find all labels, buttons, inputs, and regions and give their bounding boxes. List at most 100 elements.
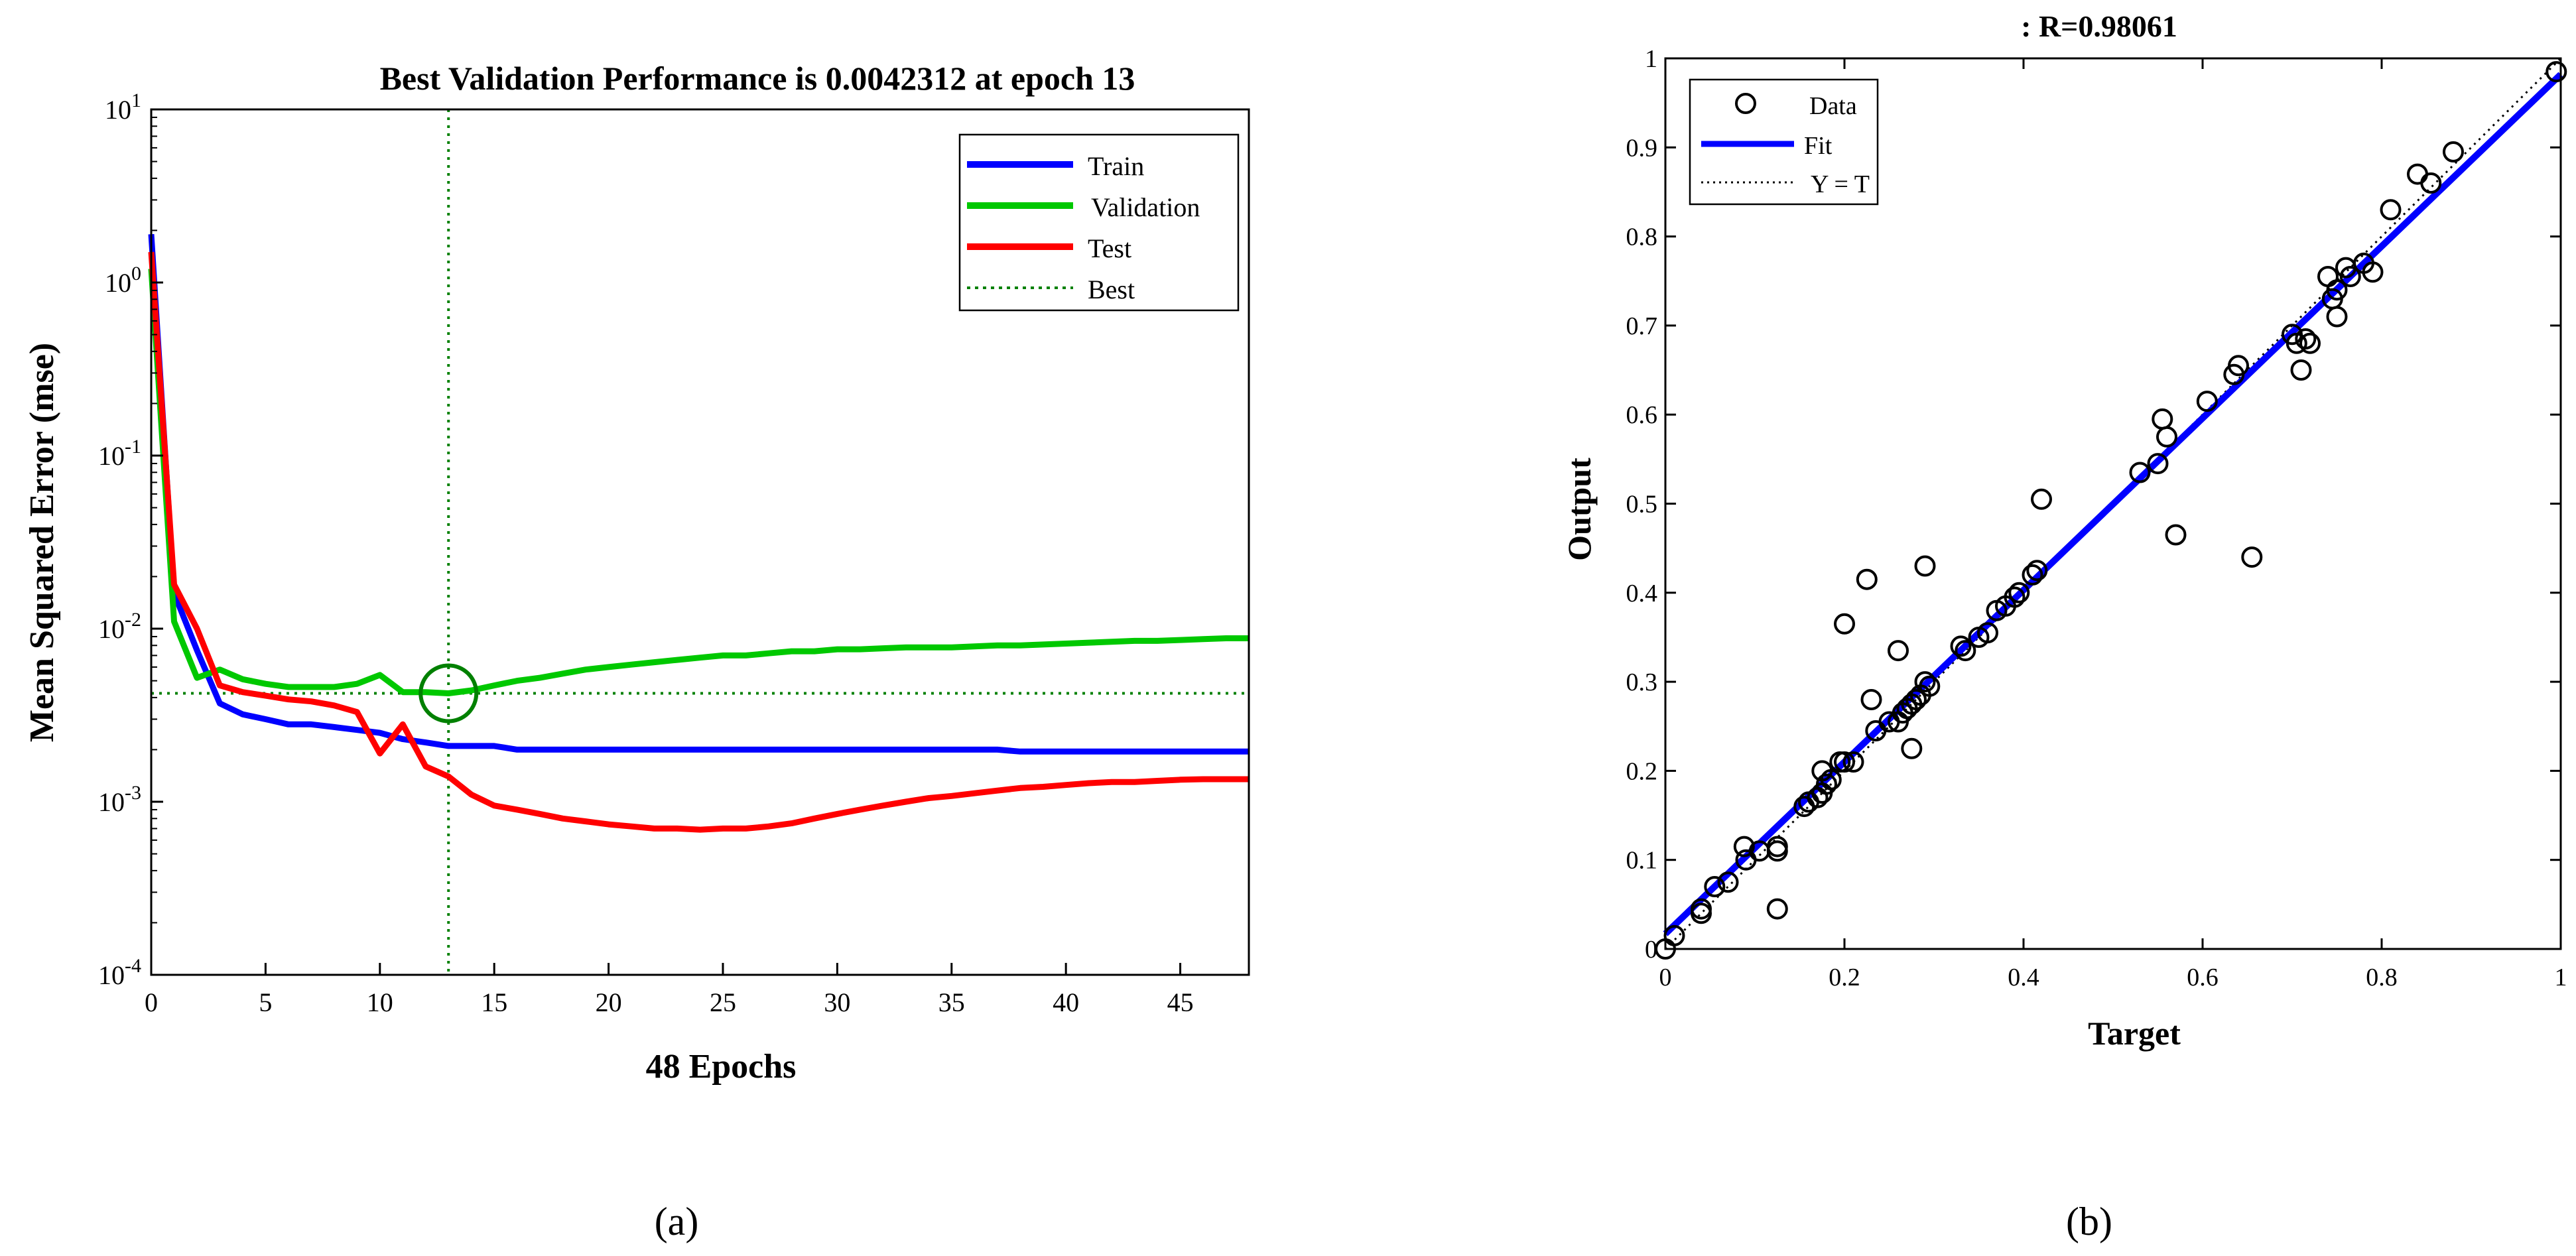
data-point xyxy=(2022,564,2043,586)
data-point xyxy=(2008,582,2030,603)
legend-label-test: Test xyxy=(1088,233,1131,263)
data-point xyxy=(1834,613,1855,635)
data-point xyxy=(2443,141,2464,162)
chart-b-title: : R=0.98061 xyxy=(2021,9,2177,43)
y-axis-label-b: Output xyxy=(1561,458,1598,561)
legend-label-best: Best xyxy=(1088,275,1135,304)
data-points xyxy=(1655,61,2567,960)
data-point xyxy=(2228,355,2249,377)
x-tick-label: 10 xyxy=(367,987,393,1017)
data-point xyxy=(2362,261,2384,283)
y-tick-label: 100 xyxy=(105,263,141,298)
data-point xyxy=(2326,306,2348,328)
y-tick-label: 0.3 xyxy=(1626,668,1658,696)
data-point xyxy=(1888,640,1909,662)
data-point xyxy=(1860,689,1882,710)
data-point xyxy=(2299,332,2321,354)
legend-label-train: Train xyxy=(1088,151,1144,181)
y-tick-label: 0.4 xyxy=(1626,580,1658,607)
series-line-test xyxy=(148,251,1249,833)
data-point xyxy=(2156,426,2177,448)
data-point xyxy=(2196,391,2218,412)
legend-label-yt: Y = T xyxy=(1811,170,1870,198)
x-tick-label: 45 xyxy=(1167,987,1194,1017)
y-tick-label: 0.5 xyxy=(1626,491,1658,519)
data-point xyxy=(2545,61,2567,83)
data-point xyxy=(1766,836,1788,857)
x-axis-label-b: Target xyxy=(2088,1015,2181,1052)
fit-lines xyxy=(1663,57,2563,950)
x-tick-label: 0.2 xyxy=(1829,964,1860,991)
x-tick-label: 0.8 xyxy=(2366,964,2398,991)
y-axis-ticks-b: 0 0.1 0.2 0.3 0.4 0.5 0.6 0.7 0.8 0.9 1 xyxy=(1626,45,2561,964)
x-tick-label: 5 xyxy=(259,987,272,1017)
best-point-marker xyxy=(419,663,479,723)
data-point xyxy=(2295,328,2317,349)
data-point xyxy=(1811,760,1833,782)
data-point xyxy=(1914,555,1936,577)
x-tick-label: 40 xyxy=(1053,987,1079,1017)
data-point xyxy=(1691,898,1712,920)
data-point xyxy=(2290,359,2312,381)
x-tick-label: 0.4 xyxy=(2008,964,2039,991)
legend-swatch-data xyxy=(1735,93,1756,114)
x-tick-label: 0 xyxy=(145,987,158,1017)
y-tick-label: 0.2 xyxy=(1626,757,1658,785)
x-tick-label: 30 xyxy=(824,987,850,1017)
y-axis-ticks-a: 10-4 10-3 10-2 10-1 100 101 xyxy=(98,90,163,990)
y-tick-label: 0.1 xyxy=(1626,847,1658,875)
data-point xyxy=(1834,751,1855,773)
series-lines xyxy=(148,233,1249,833)
data-point xyxy=(1704,876,1726,897)
x-tick-label: 20 xyxy=(596,987,622,1017)
x-tick-label: 0 xyxy=(1659,964,1672,991)
performance-chart: Best Validation Performance is 0.0042312… xyxy=(23,60,1250,1243)
x-tick-label: 35 xyxy=(938,987,965,1017)
data-point xyxy=(1842,751,1864,773)
data-point xyxy=(1914,671,1936,693)
x-axis-ticks-b: 0 0.2 0.4 0.6 0.8 1 xyxy=(1659,58,2567,991)
data-point xyxy=(2026,560,2048,582)
legend-a: Train Validation Test Best xyxy=(958,133,1240,312)
x-axis-label-a: 48 Epochs xyxy=(646,1048,797,1086)
data-point xyxy=(1766,840,1788,862)
data-point xyxy=(1691,903,1712,924)
data-point xyxy=(2339,266,2361,287)
y-tick-label: 10-4 xyxy=(98,955,141,990)
data-point xyxy=(2407,163,2428,185)
series-line-validation xyxy=(148,269,1249,696)
panel-label-a: (a) xyxy=(655,1200,699,1243)
legend-label-validation: Validation xyxy=(1091,192,1200,222)
data-point xyxy=(1919,675,1941,697)
regression-chart: : R=0.98061 0 0.2 0.4 0.6 0.8 1 0 0.1 0.2 0.3 0.4… xyxy=(1561,9,2567,1243)
y-tick-label: 0.8 xyxy=(1626,223,1658,251)
y-tick-label: 101 xyxy=(105,90,141,125)
legend-label-data: Data xyxy=(1809,92,1857,120)
x-tick-label: 15 xyxy=(481,987,507,1017)
data-point xyxy=(2165,524,2187,546)
x-tick-label: 1 xyxy=(2555,964,2567,991)
data-point xyxy=(1950,635,1972,657)
data-point xyxy=(2147,453,2169,475)
data-point xyxy=(2380,199,2402,221)
data-point xyxy=(2420,172,2442,194)
data-point xyxy=(1766,898,1788,920)
data-point xyxy=(2031,488,2052,510)
data-point xyxy=(1816,773,1837,795)
chart-a-title: Best Validation Performance is 0.0042312… xyxy=(380,60,1135,97)
y-tick-label: 10-2 xyxy=(98,609,141,644)
data-point xyxy=(2152,408,2173,430)
data-point xyxy=(1717,871,1739,893)
legend-b: Data Fit Y = T xyxy=(1689,78,1879,206)
legend-label-fit: Fit xyxy=(1804,132,1833,160)
x-tick-label: 0.6 xyxy=(2187,964,2219,991)
fit-line xyxy=(1663,72,2563,936)
series-line-train xyxy=(148,233,1249,755)
y-tick-label: 0.6 xyxy=(1626,401,1658,429)
data-point xyxy=(2317,266,2339,287)
x-tick-label: 25 xyxy=(710,987,736,1017)
y-tick-label: 1 xyxy=(1645,45,1657,73)
y-tick-label: 0.9 xyxy=(1626,134,1658,162)
data-point xyxy=(2241,546,2263,568)
